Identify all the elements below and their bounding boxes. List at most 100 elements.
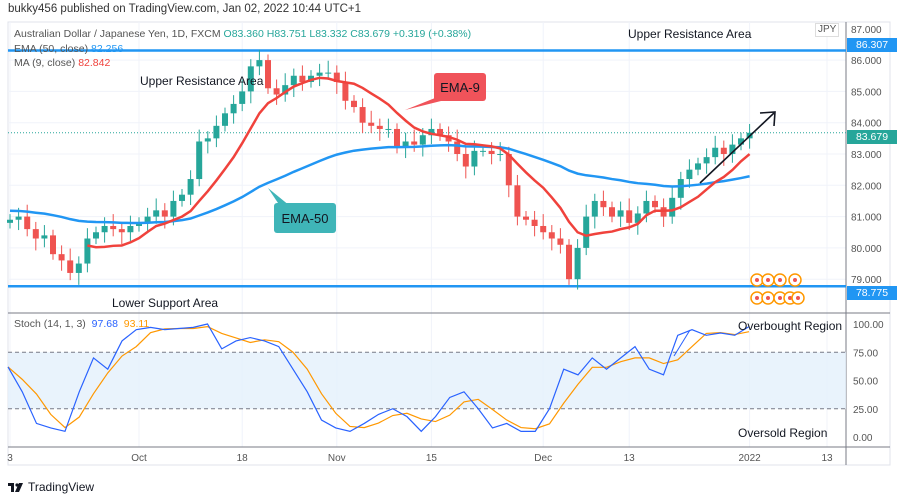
tradingview-logo[interactable]: TradingView <box>8 480 94 494</box>
publish-info: bukky456 published on TradingView.com, J… <box>8 3 362 15</box>
candle-body <box>290 75 297 86</box>
chart-frame <box>7 21 891 466</box>
economic-event-icon-dot <box>793 278 797 282</box>
ma9-line <box>87 76 751 249</box>
candle-body <box>712 147 719 158</box>
candle-body <box>24 216 31 230</box>
candle-body <box>411 141 418 145</box>
candle-body <box>136 222 142 226</box>
candle-body <box>153 210 160 217</box>
upper-resistance-label-right: Upper Resistance Area <box>628 27 752 41</box>
stoch-tick-label: 50.00 <box>853 377 878 388</box>
trend-arrow-head <box>759 111 776 127</box>
time-tick-label: 18 <box>237 453 249 464</box>
candle-body <box>127 225 134 233</box>
economic-event-icon-dot <box>766 296 770 300</box>
economic-event-icon-dot <box>788 296 792 300</box>
stoch-legend[interactable]: Stoch (14, 1, 3) 97.68 93.11 <box>14 318 149 331</box>
stoch-d-value: 93.11 <box>123 318 150 330</box>
trend-arrow-line <box>699 112 775 184</box>
ma-legend[interactable]: MA (9, close) 82.842 <box>14 57 110 70</box>
price-tick-label: 82.000 <box>851 181 882 192</box>
candle-body <box>720 147 727 154</box>
candle-body <box>351 100 357 108</box>
candle-body <box>333 72 340 83</box>
candle-body <box>376 125 383 129</box>
candle-body <box>368 122 375 126</box>
stoch-k-value: 97.68 <box>91 318 118 330</box>
candle-body <box>729 144 736 154</box>
candle-body <box>213 125 220 139</box>
ohlc-close: C83.679 <box>350 28 390 40</box>
candle-body <box>480 150 486 152</box>
support-price-tag: 78.775 <box>847 286 897 300</box>
candle-body <box>531 219 538 226</box>
ma-legend-value: 82.842 <box>78 57 111 69</box>
overbought-label: Overbought Region <box>738 319 843 333</box>
economic-event-icon-dot <box>755 296 759 300</box>
candle-body <box>256 60 263 67</box>
candle-body <box>41 235 48 239</box>
time-tick-label: Nov <box>328 453 346 464</box>
tradingview-brand: TradingView <box>28 480 95 494</box>
ema50-line <box>9 143 750 225</box>
stoch-trend-line <box>673 329 691 357</box>
candle-body <box>437 128 443 136</box>
candle-body <box>643 200 650 214</box>
stoch-tick-label: 0.00 <box>853 433 873 444</box>
stoch-tick-label: 100.00 <box>853 320 884 331</box>
lower-support-label: Lower Support Area <box>112 296 219 310</box>
candle-body <box>196 141 203 180</box>
candle-body <box>247 66 254 92</box>
economic-event-icon-dot <box>755 278 759 282</box>
candle-body <box>617 210 624 217</box>
candle-body <box>703 157 710 164</box>
ohlc-change: +0.319 (+0.38%) <box>392 28 472 40</box>
candle-body <box>316 72 323 76</box>
candle-body <box>514 185 521 217</box>
candle-body <box>738 138 744 145</box>
ohlc-open: O83.360 <box>223 28 264 40</box>
candle-body <box>273 88 280 95</box>
price-tick-label: 83.000 <box>851 150 882 161</box>
candle-body <box>566 244 572 280</box>
candle-body <box>394 128 400 148</box>
price-tick-label: 85.000 <box>851 87 882 98</box>
candle-body <box>161 210 168 217</box>
candle-body <box>402 141 409 148</box>
ema-legend[interactable]: EMA (50, close) 82.256 <box>14 43 123 56</box>
tradingview-logo-icon <box>8 483 23 492</box>
stoch-tick-label: 25.00 <box>853 405 878 416</box>
ema50-callout: EMA-50 <box>274 203 336 233</box>
last-price-tag: 83.679 <box>847 130 897 144</box>
candle-body <box>385 128 392 130</box>
ohlc-low: L83.332 <box>309 28 348 40</box>
ema9-callout: EMA-9 <box>434 73 486 101</box>
stoch-legend-label: Stoch (14, 1, 3) <box>14 318 86 330</box>
candle-body <box>265 60 271 89</box>
candle-body <box>583 216 590 248</box>
candle-body <box>462 154 469 167</box>
candle-body <box>187 179 194 195</box>
stoch-band <box>8 352 846 409</box>
candle-body <box>67 260 74 273</box>
candle-body <box>497 154 504 155</box>
stoch-k-line <box>7 323 750 433</box>
candle-body <box>548 232 555 239</box>
economic-event-icon-dot <box>766 278 770 282</box>
candle-body <box>75 263 82 273</box>
ema-legend-label: EMA (50, close) <box>14 43 89 55</box>
oversold-label: Oversold Region <box>738 426 828 440</box>
economic-event-icon-dot <box>796 296 800 300</box>
candle-body <box>540 225 547 233</box>
candle-body <box>609 207 615 217</box>
candle-body <box>7 219 13 223</box>
time-tick-label: 13 <box>624 453 636 464</box>
candle-body <box>15 216 22 220</box>
candle-body <box>626 210 633 223</box>
ema50-callout-pointer <box>268 188 290 206</box>
candle-body <box>342 82 349 101</box>
candle-body <box>144 216 151 223</box>
